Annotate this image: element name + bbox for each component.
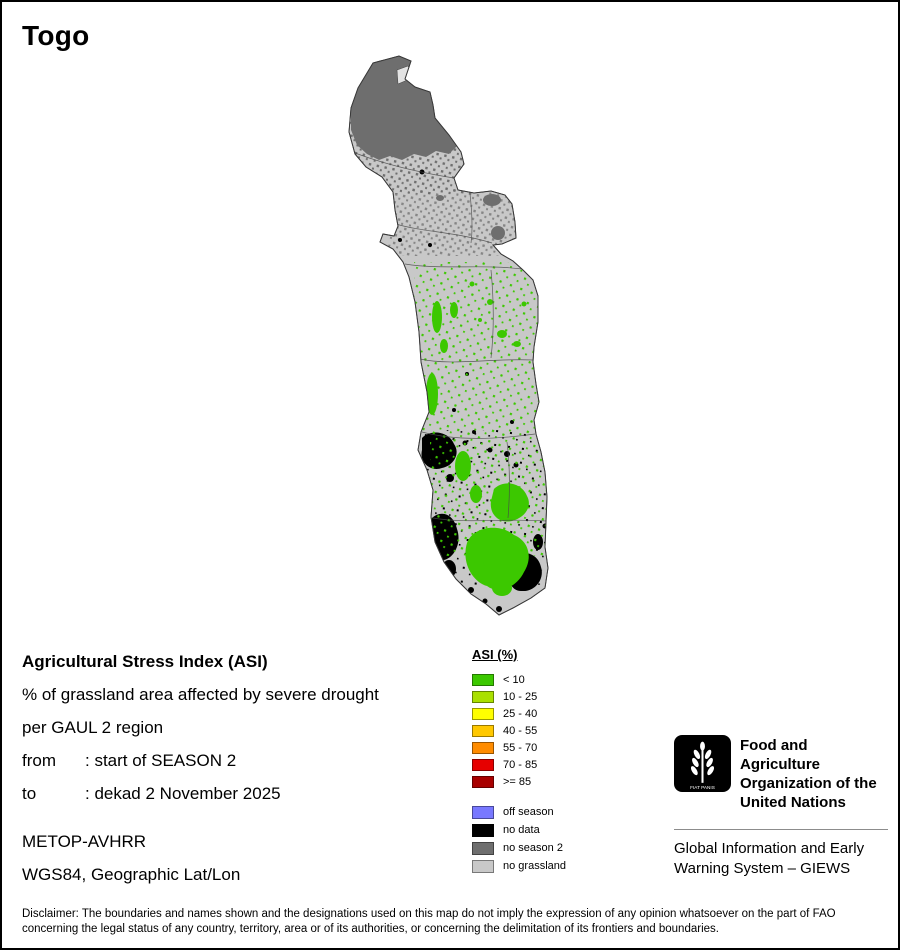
fao-block: FIAT PANIS Food and Agriculture Organiza…	[674, 735, 888, 879]
to-label: to	[22, 784, 37, 803]
legend-row-70-85: 70 - 85	[472, 756, 566, 773]
page-title: Togo	[22, 20, 90, 51]
legend-swatch-no-data	[472, 823, 494, 837]
to-line: to : dekad 2 November 2025	[22, 784, 379, 804]
legend-row-off-season: off season	[472, 803, 566, 821]
no-data-patches	[413, 372, 548, 612]
legend-label-no-season2: no season 2	[503, 842, 563, 854]
legend-row-no-data: no data	[472, 821, 566, 839]
legend-row-40-55: 40 - 55	[472, 722, 566, 739]
map-description: Agricultural Stress Index (ASI) % of gra…	[22, 652, 379, 898]
legend-swatch-off-season	[472, 805, 494, 819]
from-line: from : start of SEASON 2	[22, 751, 379, 771]
fao-motto: FIAT PANIS	[690, 785, 715, 790]
legend-swatch-10-25	[472, 690, 494, 703]
legend-label-55-70: 55 - 70	[503, 741, 538, 754]
legend-label-ge85: >= 85	[503, 775, 532, 788]
legend-row-ge85: >= 85	[472, 773, 566, 790]
wheat-icon: FIAT PANIS	[690, 741, 715, 790]
legend-row-lt10: < 10	[472, 671, 566, 688]
legend-row-10-25: 10 - 25	[472, 688, 566, 705]
country-outline	[348, 55, 549, 616]
legend-swatch-ge85	[472, 775, 494, 788]
legend-label-70-85: 70 - 85	[503, 758, 538, 771]
to-value: : dekad 2 November 2025	[85, 784, 281, 803]
admin-boundaries	[354, 152, 547, 522]
fao-divider	[674, 829, 888, 830]
legend-label-no-data: no data	[503, 824, 540, 836]
no-season2-area	[349, 56, 522, 256]
fao-logo: FIAT PANIS	[674, 735, 731, 792]
giews-label: Global Information and Early Warning Sys…	[674, 840, 865, 877]
legend-row-25-40: 25 - 40	[472, 705, 566, 722]
legend-swatch-70-85	[472, 758, 494, 771]
asi-green-patches	[414, 262, 548, 596]
sensor-line: METOP-AVHRR	[22, 832, 147, 851]
legend-label-10-25: 10 - 25	[503, 690, 538, 703]
disclaimer: Disclaimer: The boundaries and names sho…	[22, 908, 836, 935]
legend-gap	[472, 790, 566, 803]
legend-swatch-25-40	[472, 707, 494, 720]
fao-org-name: Food and Agriculture Organization of the…	[740, 737, 877, 811]
legend-label-lt10: < 10	[503, 673, 525, 686]
legend-label-off-season: off season	[503, 806, 554, 818]
legend-row-no-season2: no season 2	[472, 839, 566, 857]
legend-swatch-no-grassland	[472, 859, 494, 873]
legend-row-55-70: 55 - 70	[472, 739, 566, 756]
legend-swatch-no-season2	[472, 841, 494, 855]
description-line-2: per GAUL 2 region	[22, 718, 164, 737]
asi-legend: ASI (%) < 10 10 - 25 25 - 40 40 - 55 55 …	[472, 647, 566, 875]
no-data-speckle	[420, 430, 548, 585]
projection-line: WGS84, Geographic Lat/Lon	[22, 865, 241, 884]
legend-label-no-grassland: no grassland	[503, 860, 566, 872]
legend-label-40-55: 40 - 55	[503, 724, 538, 737]
legend-swatch-55-70	[472, 741, 494, 754]
description-line-1: % of grassland area affected by severe d…	[22, 685, 379, 704]
legend-row-no-grassland: no grassland	[472, 857, 566, 875]
country-base	[348, 55, 549, 616]
legend-title: ASI (%)	[472, 647, 518, 662]
legend-swatch-lt10	[472, 673, 494, 686]
legend-swatch-40-55	[472, 724, 494, 737]
from-label: from	[22, 751, 56, 770]
legend-label-25-40: 25 - 40	[503, 707, 538, 720]
asi-heading: Agricultural Stress Index (ASI)	[22, 652, 268, 671]
from-value: : start of SEASON 2	[85, 751, 237, 770]
